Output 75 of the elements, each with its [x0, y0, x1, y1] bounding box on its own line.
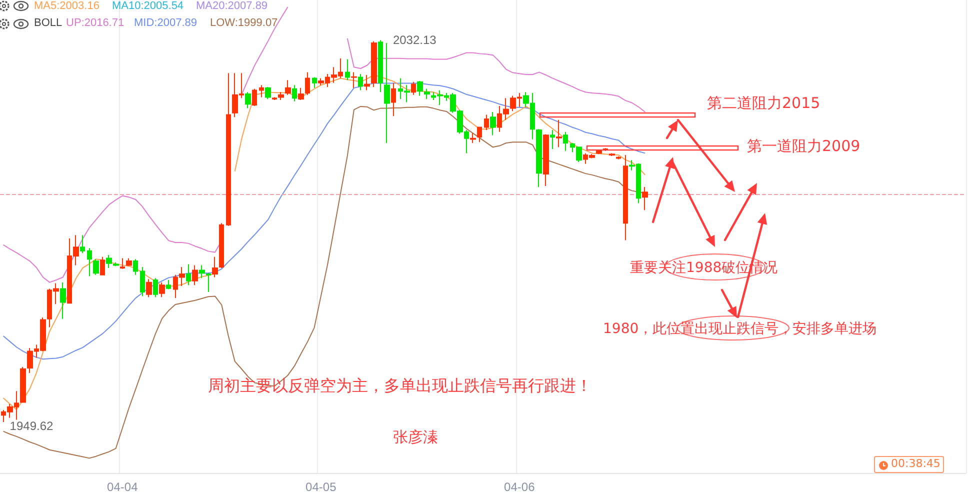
candlestick: [642, 186, 648, 211]
candlestick: [384, 42, 390, 144]
annotation: BOLL: [34, 17, 62, 30]
candlestick: [20, 366, 26, 403]
candlestick: [159, 282, 165, 298]
candlestick: [550, 130, 555, 150]
candlestick: [93, 258, 99, 276]
candlestick: [60, 282, 66, 320]
candlestick: [245, 92, 251, 109]
annotation: 张彦溱: [393, 428, 438, 446]
candlestick: [259, 84, 264, 98]
candlestick: [490, 112, 496, 136]
candlestick: [477, 126, 482, 143]
candlestick: [298, 87, 304, 100]
annotation: LOW:1999.07: [210, 17, 278, 30]
candlestick: [140, 266, 145, 297]
candlestick: [120, 258, 125, 270]
candlestick: [424, 88, 430, 100]
candlestick: [623, 154, 628, 241]
candlestick: [219, 222, 224, 268]
candlestick: [126, 258, 132, 267]
candlestick: [226, 72, 231, 226]
annotation: UP:2016.71: [66, 17, 124, 30]
candlestick: [305, 72, 310, 96]
annotation: 第一道阻力2009: [747, 137, 860, 156]
candlestick: [563, 131, 568, 152]
candlestick: [371, 40, 377, 88]
candlestick: [166, 280, 171, 290]
annotation: MA10:2005.54: [112, 0, 184, 13]
candlestick: [186, 264, 191, 286]
candlestick: [596, 149, 602, 155]
candlestick: [536, 128, 542, 188]
candlestick: [100, 256, 105, 276]
candlestick: [272, 96, 277, 100]
candlestick: [609, 152, 615, 156]
candlestick: [411, 81, 416, 96]
candlestick: [312, 76, 317, 88]
candlestick: [351, 72, 357, 88]
candlestick: [199, 264, 205, 279]
candlestick: [378, 40, 383, 93]
x-tick-label: 04-05: [306, 480, 337, 494]
candlestick: [206, 272, 211, 293]
candlestick: [252, 88, 257, 106]
text: 2032.13: [392, 33, 436, 48]
candlestick: [106, 254, 112, 268]
candlestick: [391, 82, 396, 117]
candlestick: [292, 84, 297, 102]
annotation: MID:2007.89: [134, 17, 197, 30]
candlestick: [153, 278, 158, 298]
candlestick: [265, 86, 271, 100]
annotation: MA5:2003.16: [34, 0, 100, 13]
candlestick: [113, 262, 119, 267]
x-tick-label: 04-06: [504, 480, 536, 494]
annotation: MA20:2007.89: [196, 0, 268, 13]
annotation: 第二道阻力2015: [707, 94, 820, 112]
candlestick: [616, 156, 621, 160]
annotation: 00:38:45: [891, 457, 940, 470]
text: 1949.62: [10, 418, 54, 433]
candlestick: [278, 92, 284, 100]
candlestick: [133, 258, 138, 276]
x-tick-label: 04-04: [107, 480, 138, 494]
candlestick: [364, 74, 370, 91]
candlestick: [556, 119, 562, 148]
candlestick: [87, 248, 92, 277]
candlestick: [146, 278, 152, 298]
candlestick: [417, 80, 423, 96]
candlestick: [470, 132, 476, 144]
candlestick: [285, 80, 291, 96]
candlestick: [345, 58, 350, 81]
candlestick: [484, 114, 489, 131]
candlestick: [358, 74, 363, 91]
candlestick: [192, 264, 198, 286]
candlestick: [212, 256, 218, 278]
candlestick: [543, 134, 549, 187]
candlestick: [80, 234, 85, 254]
